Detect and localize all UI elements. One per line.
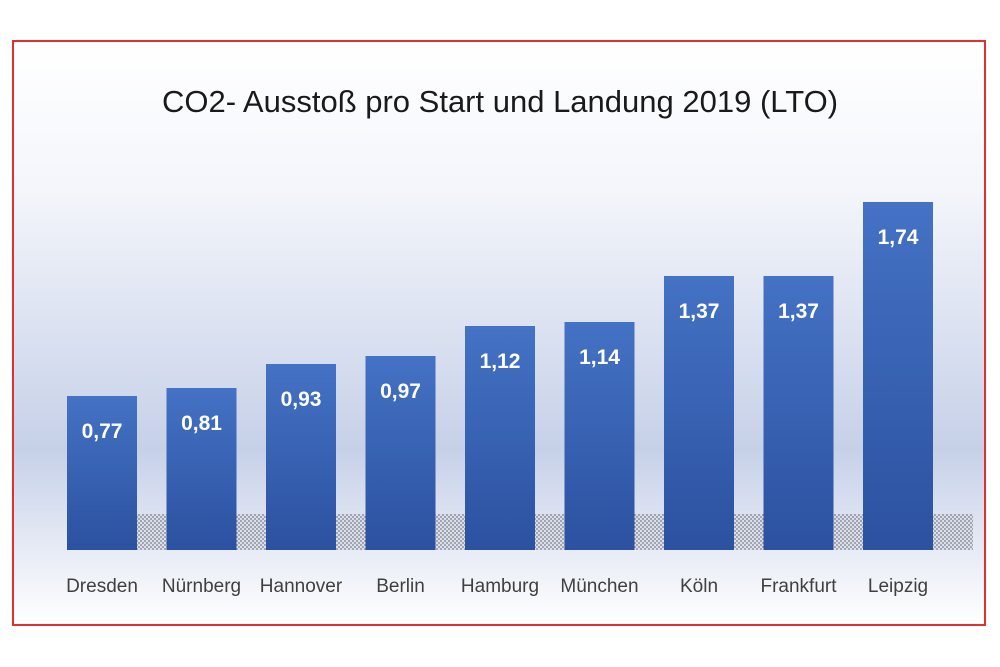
value-labels: 0,77 0,81 0,93 0,97 1,12 1,14 1,37 1,37 1,74: [82, 226, 919, 443]
bar-hannover: [266, 364, 336, 550]
chart-title: CO2- Ausstoß pro Start und Landung 2019 …: [162, 84, 838, 119]
bar-nürnberg: [166, 388, 237, 550]
value-label: 0,97: [380, 380, 421, 403]
category-label: Leipzig: [868, 576, 928, 597]
value-label: 1,12: [480, 350, 521, 373]
category-label: Köln: [680, 576, 718, 597]
bar-dresden: [67, 396, 137, 550]
bars: [67, 202, 933, 550]
bar-münchen: [564, 322, 635, 550]
value-label: 1,37: [679, 300, 720, 323]
category-label: Hannover: [260, 576, 343, 597]
category-label: München: [560, 576, 638, 597]
bar-shadows: [107, 514, 973, 550]
category-label: Berlin: [376, 576, 425, 597]
value-label: 1,74: [878, 226, 919, 249]
bar-frankfurt: [763, 276, 834, 550]
bar-hamburg: [465, 326, 535, 550]
value-label: 0,77: [82, 420, 123, 443]
category-label: Dresden: [66, 576, 138, 597]
value-label: 0,93: [281, 388, 322, 411]
category-labels: Dresden Nürnberg Hannover Berlin Hamburg Münc…: [66, 576, 928, 597]
bar-berlin: [365, 356, 436, 550]
category-label: Frankfurt: [760, 576, 837, 597]
value-label: 1,37: [778, 300, 819, 323]
value-label: 1,14: [579, 346, 620, 369]
bar-köln: [664, 276, 734, 550]
category-label: Nürnberg: [162, 576, 241, 597]
category-label: Hamburg: [461, 576, 539, 597]
bar-leipzig: [863, 202, 933, 550]
value-label: 0,81: [181, 412, 222, 435]
